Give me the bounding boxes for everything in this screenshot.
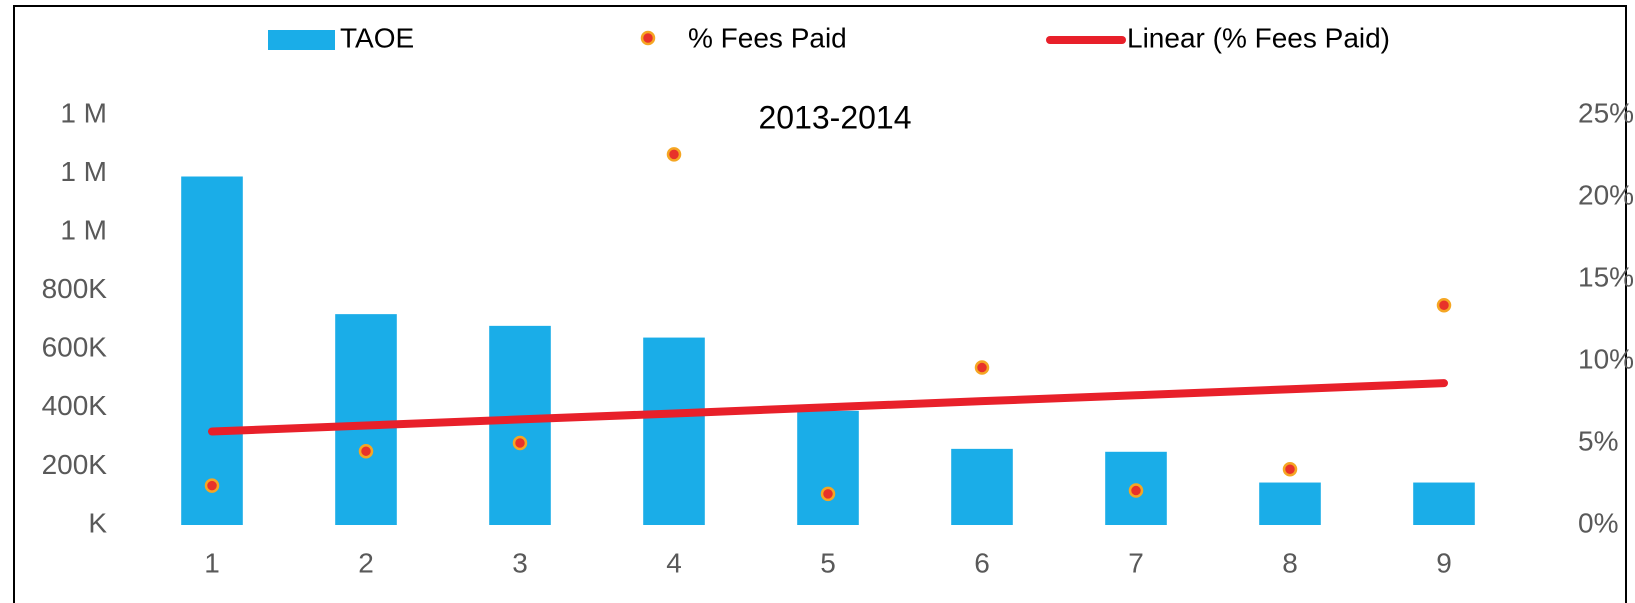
y2-tick-label: 5%: [1578, 425, 1618, 456]
y-tick-label: 600K: [42, 332, 108, 363]
bar: [335, 314, 397, 525]
legend-swatch: [640, 30, 656, 46]
trend-line: [208, 379, 1448, 436]
legend-swatch: [268, 30, 335, 50]
legend-label: % Fees Paid: [688, 22, 847, 53]
x-tick-label: 3: [512, 547, 528, 578]
x-tick-label: 8: [1282, 547, 1298, 578]
point: [1282, 461, 1298, 477]
bar: [797, 410, 859, 525]
y-tick-label: 1 M: [60, 215, 107, 246]
x-tick-label: 4: [666, 547, 682, 578]
x-tick-label: 2: [358, 547, 374, 578]
bar: [643, 337, 705, 525]
point: [666, 147, 682, 162]
legend-label: TAOE: [340, 22, 414, 53]
y2-tick-label: 0%: [1578, 507, 1618, 538]
y2-tick-label: 25%: [1578, 97, 1634, 128]
point: [974, 360, 990, 375]
bar: [181, 176, 243, 525]
point: [358, 443, 374, 459]
chart-title: 2013-2014: [758, 99, 911, 135]
y-tick-label: 800K: [42, 273, 108, 304]
x-tick-label: 7: [1128, 547, 1144, 578]
x-tick-label: 5: [820, 547, 836, 578]
y-tick-label: 1 M: [60, 97, 107, 128]
legend-label: Linear (% Fees Paid): [1127, 22, 1390, 53]
point: [204, 478, 220, 493]
x-tick-label: 6: [974, 547, 990, 578]
y-tick-label: 1 M: [60, 156, 107, 187]
y-tick-label: K: [88, 507, 107, 538]
x-tick-label: 1: [204, 547, 220, 578]
bar: [1413, 482, 1475, 525]
x-tick-label: 9: [1436, 547, 1452, 578]
bar: [489, 325, 551, 525]
y2-tick-label: 20%: [1578, 179, 1634, 210]
y2-tick-label: 15%: [1578, 261, 1634, 292]
point: [512, 435, 528, 451]
y-tick-label: 400K: [42, 390, 108, 421]
point: [1128, 483, 1144, 498]
chart-border: [13, 5, 1627, 603]
y-tick-label: 200K: [42, 449, 108, 480]
bar: [951, 448, 1013, 525]
bar: [1259, 482, 1321, 525]
point: [820, 486, 836, 502]
y2-tick-label: 10%: [1578, 343, 1634, 374]
point: [1436, 297, 1452, 313]
